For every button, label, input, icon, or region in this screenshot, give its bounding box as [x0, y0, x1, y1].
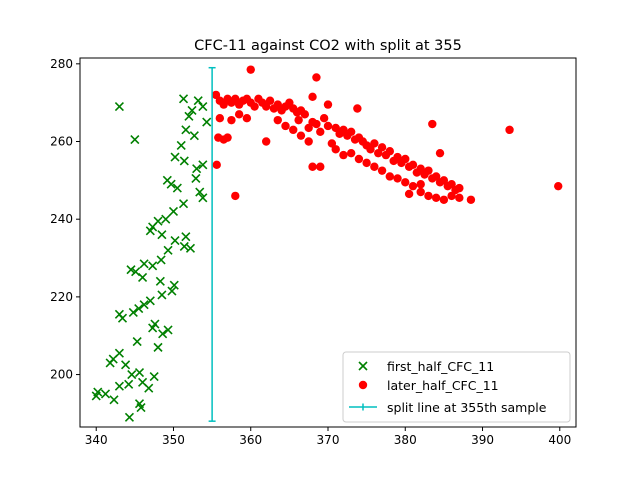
data-point-later-half: [297, 131, 305, 139]
data-point-later-half: [247, 65, 255, 73]
x-tick-label: 370: [317, 433, 340, 447]
data-point-later-half: [370, 139, 378, 147]
data-point-later-half: [328, 139, 336, 147]
data-point-later-half: [362, 159, 370, 167]
data-point-later-half: [320, 114, 328, 122]
data-point-later-half: [312, 73, 320, 81]
x-tick-label: 400: [548, 433, 571, 447]
data-point-later-half: [316, 163, 324, 171]
data-point-later-half: [339, 151, 347, 159]
data-point-later-half: [417, 188, 425, 196]
data-point-later-half: [436, 149, 444, 157]
data-point-later-half: [378, 143, 386, 151]
x-tick-label: 390: [471, 433, 494, 447]
data-point-later-half: [324, 100, 332, 108]
data-point-later-half: [301, 110, 309, 118]
data-point-later-half: [347, 149, 355, 157]
data-point-later-half: [262, 137, 270, 145]
data-point-later-half: [231, 192, 239, 200]
data-point-later-half: [417, 180, 425, 188]
legend-label-first-half-cfc-11: first_half_CFC_11: [387, 359, 494, 374]
data-point-later-half: [216, 114, 224, 122]
data-point-later-half: [409, 182, 417, 190]
data-point-later-half: [353, 104, 361, 112]
y-tick-label: 200: [50, 368, 73, 382]
x-tick-label: 360: [239, 433, 262, 447]
chart-title: CFC-11 against CO2 with split at 355: [194, 38, 462, 54]
x-tick-label: 350: [162, 433, 185, 447]
x-tick-label: 380: [394, 433, 417, 447]
data-point-later-half: [223, 133, 231, 141]
data-point-later-half: [505, 126, 513, 134]
data-point-later-half: [316, 128, 324, 136]
data-point-later-half: [424, 192, 432, 200]
data-point-later-half: [312, 120, 320, 128]
x-tick-label: 340: [85, 433, 108, 447]
data-point-later-half: [355, 155, 363, 163]
data-point-later-half: [428, 120, 436, 128]
data-point-later-half: [294, 116, 302, 124]
data-point-later-half: [227, 116, 235, 124]
legend-label-later-half-cfc-11: later_half_CFC_11: [387, 378, 499, 393]
data-point-later-half: [554, 182, 562, 190]
data-point-later-half: [405, 190, 413, 198]
data-point-later-half: [324, 122, 332, 130]
data-point-later-half: [386, 147, 394, 155]
y-tick-label: 260: [50, 135, 73, 149]
data-point-later-half: [401, 155, 409, 163]
data-point-later-half: [409, 161, 417, 169]
legend-marker-later-half-cfc-11: [359, 381, 367, 389]
data-point-later-half: [243, 114, 251, 122]
data-point-later-half: [250, 102, 258, 110]
data-point-later-half: [289, 126, 297, 134]
y-tick-label: 220: [50, 290, 73, 304]
data-point-later-half: [440, 196, 448, 204]
y-tick-label: 280: [50, 57, 73, 71]
legend-label-split-line: split line at 355th sample: [387, 400, 547, 415]
data-point-later-half: [467, 196, 475, 204]
data-point-later-half: [235, 110, 243, 118]
data-point-later-half: [308, 163, 316, 171]
data-point-later-half: [432, 194, 440, 202]
legend: first_half_CFC_11 later_half_CFC_11 spli…: [343, 352, 570, 422]
data-point-later-half: [386, 172, 394, 180]
data-point-later-half: [370, 163, 378, 171]
data-point-later-half: [447, 192, 455, 200]
data-point-later-half: [424, 166, 432, 174]
data-point-later-half: [304, 137, 312, 145]
data-point-later-half: [308, 93, 316, 101]
data-point-later-half: [455, 194, 463, 202]
data-point-later-half: [347, 128, 355, 136]
data-point-later-half: [455, 184, 463, 192]
data-point-later-half: [213, 161, 221, 169]
data-point-later-half: [274, 116, 282, 124]
data-point-later-half: [393, 174, 401, 182]
data-point-later-half: [378, 166, 386, 174]
data-point-later-half: [281, 122, 289, 130]
y-tick-label: 240: [50, 212, 73, 226]
data-point-later-half: [401, 178, 409, 186]
legend-circle-marker: [359, 381, 367, 389]
data-point-later-half: [266, 97, 274, 105]
